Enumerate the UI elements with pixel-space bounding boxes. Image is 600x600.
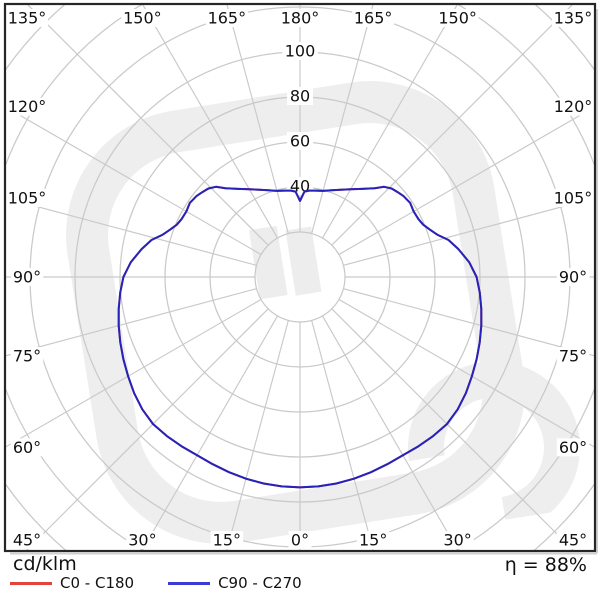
angle-label: 30° xyxy=(443,531,471,550)
angle-label-chip xyxy=(356,531,390,549)
angle-label-chip xyxy=(6,97,48,116)
angle-label: 165° xyxy=(354,9,393,28)
efficiency-label: η = 88% xyxy=(504,554,587,576)
angle-label-chip xyxy=(556,347,590,366)
grid-ray xyxy=(311,5,374,234)
curve-c90-c270 xyxy=(117,185,483,489)
angle-label: 0° xyxy=(291,531,309,550)
angle-label: 105° xyxy=(554,188,593,207)
angle-label-chip xyxy=(288,531,312,549)
angle-label-chip xyxy=(10,438,44,457)
radial-tick-chip xyxy=(287,87,313,105)
angle-label-chip xyxy=(10,268,44,286)
radial-tick-label: 60 xyxy=(290,132,310,151)
grid-ray xyxy=(322,315,459,550)
legend-swatch xyxy=(10,581,52,585)
angle-label-chip xyxy=(552,97,594,116)
grid-ray xyxy=(338,299,594,448)
angle-label: 45° xyxy=(559,531,587,550)
plot-border xyxy=(3,2,597,553)
angle-label: 165° xyxy=(208,9,247,28)
angle-label: 75° xyxy=(559,347,587,366)
angle-label: 135° xyxy=(8,9,47,28)
grid-ray xyxy=(226,5,289,234)
angle-label: 90° xyxy=(13,268,41,287)
angle-label-chip xyxy=(436,9,479,27)
angle-label-chip xyxy=(10,347,44,366)
legend-swatch xyxy=(168,581,211,585)
angle-label-chip xyxy=(441,531,474,549)
angle-label: 15° xyxy=(359,531,387,550)
radial-tick-label: 80 xyxy=(290,87,310,106)
angle-label-chip xyxy=(126,531,159,549)
grid-ray xyxy=(6,299,262,448)
angle-label: 15° xyxy=(213,531,241,550)
grid-ray xyxy=(322,5,458,239)
angle-labels: 0° 15° 15° 30° 30° 45° 45° 60° 60° 75° 75° 90° 90° 10… xyxy=(6,9,594,550)
units-label: cd/klm xyxy=(13,553,77,575)
angle-label: 150° xyxy=(123,9,162,28)
radial-tick-chip xyxy=(282,42,318,60)
angle-label-chip xyxy=(556,531,590,549)
angle-label: 30° xyxy=(128,531,156,550)
angle-label-chip xyxy=(6,9,48,27)
angle-label-chip xyxy=(10,531,44,549)
grid-ray xyxy=(142,5,278,239)
angle-label: 120° xyxy=(8,97,47,116)
angle-label-chip xyxy=(6,188,48,207)
intensity-curves xyxy=(117,185,483,489)
angle-label: 60° xyxy=(559,438,587,457)
angle-label-chip xyxy=(552,9,594,27)
grid-ray xyxy=(343,288,594,357)
angle-label: 45° xyxy=(13,531,41,550)
grid-ray xyxy=(6,197,257,266)
radial-tick-label: 100 xyxy=(285,42,316,61)
angle-label-chip xyxy=(352,9,395,27)
angle-label-chip xyxy=(556,438,590,457)
grid-ray xyxy=(338,106,594,255)
angle-label-chip xyxy=(552,188,594,207)
angle-label: 90° xyxy=(559,268,587,287)
angle-label: 60° xyxy=(13,438,41,457)
angle-label-chip xyxy=(205,9,248,27)
watermark-logo xyxy=(66,81,580,544)
angle-label: 180° xyxy=(281,9,320,28)
grid-ray xyxy=(141,315,278,550)
grid-ray xyxy=(311,320,374,550)
angle-label: 135° xyxy=(554,9,593,28)
angle-label-chip xyxy=(121,9,164,27)
radial-tick-chip xyxy=(287,132,313,150)
angle-label-chip xyxy=(210,531,244,549)
grid-ray xyxy=(343,197,594,266)
angle-label: 75° xyxy=(13,347,41,366)
angle-label: 120° xyxy=(554,97,593,116)
legend-label: C90 - C270 xyxy=(218,574,302,592)
angle-label: 150° xyxy=(438,9,477,28)
angle-label: 105° xyxy=(8,188,47,207)
legend-label: C0 - C180 xyxy=(60,574,135,592)
angle-label-chip xyxy=(556,268,590,286)
legend: C0 - C180 C90 - C270 xyxy=(10,574,336,592)
grid-ray xyxy=(226,320,289,550)
angle-label-chip xyxy=(279,9,321,27)
grid-ray xyxy=(6,106,262,255)
grid-ray xyxy=(6,288,257,357)
radial-tick-label: 40 xyxy=(290,177,310,196)
